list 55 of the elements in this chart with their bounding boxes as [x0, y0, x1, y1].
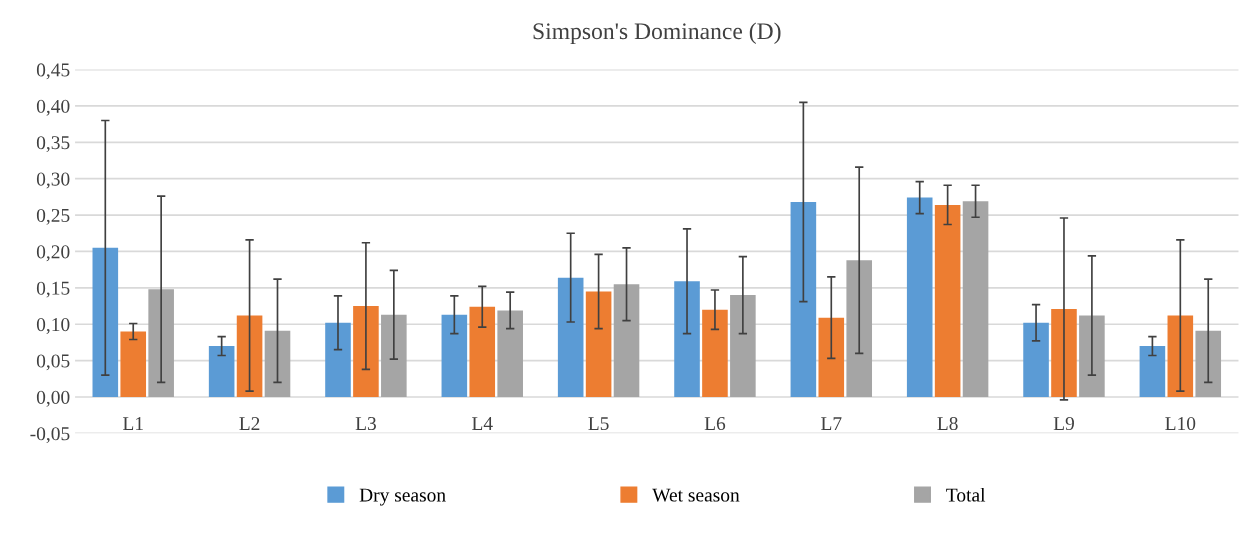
legend-label: Total: [946, 487, 986, 502]
bar: [1195, 330, 1222, 397]
bar: [934, 204, 961, 397]
x-tick-label: L1: [122, 417, 143, 430]
bar: [148, 289, 174, 397]
bar: [264, 330, 291, 397]
x-tick-label: L10: [1165, 416, 1196, 431]
bar: [236, 315, 263, 397]
bar: [962, 201, 989, 397]
bar: [92, 247, 119, 397]
bar: [1023, 322, 1049, 397]
x-tick-label: L3: [355, 417, 376, 431]
y-tick-label: 0,40: [36, 99, 70, 116]
bar: [1139, 346, 1166, 397]
bar: [353, 306, 379, 397]
bar: [702, 309, 728, 397]
y-tick-label: 0,05: [36, 354, 70, 371]
legend-label: Wet season: [652, 488, 740, 502]
bar: [381, 314, 407, 397]
bar: [208, 346, 235, 397]
bar: [497, 310, 523, 397]
bar: [1079, 315, 1105, 397]
bar: [906, 197, 933, 397]
x-tick-label: L4: [472, 417, 493, 430]
x-tick-label: L2: [239, 417, 260, 430]
y-tick-label: 0,15: [36, 281, 70, 298]
y-tick-label: 0,25: [36, 208, 70, 225]
bar: [585, 291, 612, 397]
y-tick-label: 0,35: [36, 136, 70, 153]
bar: [1051, 308, 1077, 397]
bar: [325, 322, 351, 397]
y-tick-label: 0,30: [36, 172, 70, 189]
x-tick-label: L7: [821, 417, 842, 430]
legend-label: Dry season: [359, 488, 446, 506]
y-tick-label: 0,10: [36, 318, 70, 334]
bar: [1167, 315, 1194, 397]
y-tick-label: 0,45: [36, 63, 70, 80]
bar: [818, 317, 845, 397]
y-tick-label: -0,05: [30, 427, 70, 444]
bar: [557, 277, 584, 397]
bar: [120, 331, 147, 397]
y-tick-label: 0,00: [36, 390, 70, 407]
bar: [441, 314, 468, 397]
bar: [790, 201, 817, 397]
bar: [613, 284, 640, 397]
x-tick-label: L8: [937, 416, 958, 431]
bar: [730, 295, 756, 397]
x-tick-label: L6: [704, 417, 726, 431]
bar: [674, 281, 700, 397]
chart-title: Simpson's Dominance (D): [533, 22, 781, 45]
x-tick-label: L5: [588, 417, 609, 431]
x-tick-label: L9: [1053, 417, 1074, 431]
bar: [469, 306, 496, 397]
y-tick-label: 0,20: [36, 245, 70, 262]
bar: [846, 260, 873, 397]
